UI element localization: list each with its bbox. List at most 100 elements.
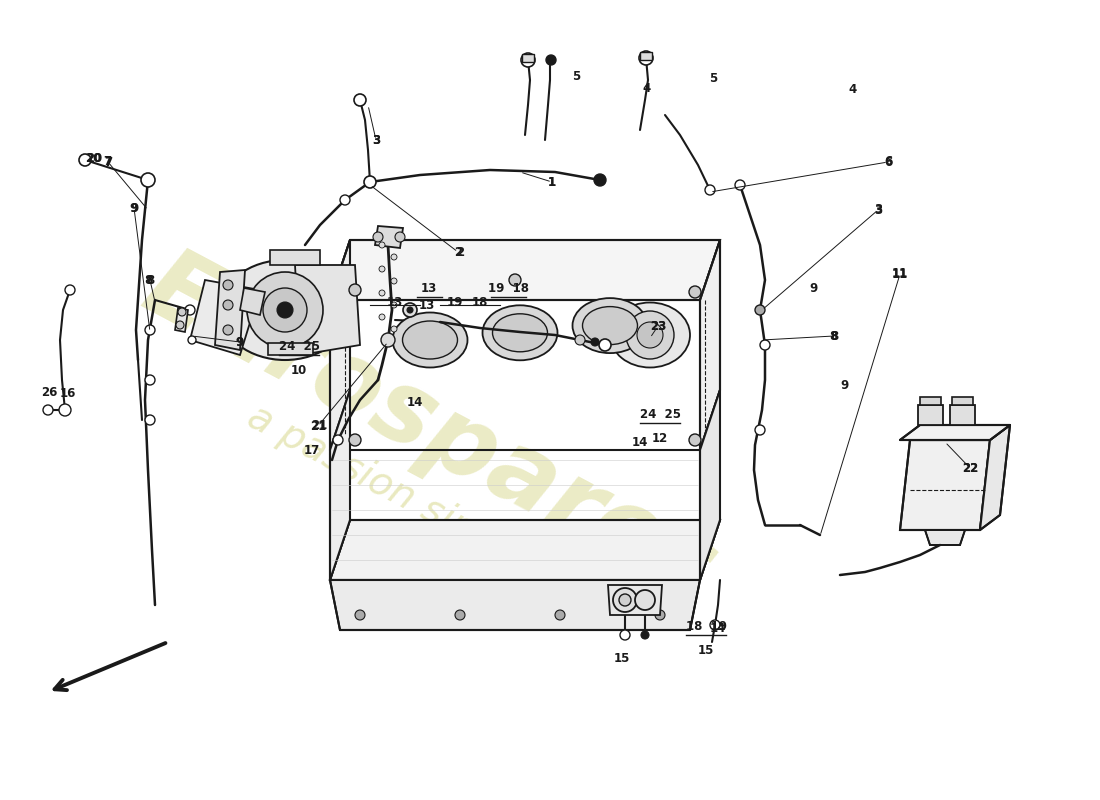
Polygon shape: [700, 390, 720, 580]
Circle shape: [594, 174, 606, 186]
Circle shape: [176, 321, 184, 329]
Text: 9: 9: [235, 336, 244, 349]
Circle shape: [760, 340, 770, 350]
Circle shape: [145, 415, 155, 425]
Circle shape: [390, 254, 397, 260]
Circle shape: [390, 278, 397, 284]
Circle shape: [277, 302, 293, 318]
Polygon shape: [330, 390, 350, 580]
Circle shape: [349, 284, 361, 296]
Circle shape: [355, 610, 365, 620]
Text: 1: 1: [548, 175, 557, 189]
Circle shape: [591, 338, 600, 346]
Text: 13: 13: [419, 299, 435, 312]
Circle shape: [390, 326, 397, 332]
Circle shape: [403, 303, 417, 317]
Bar: [522, 54, 534, 62]
Text: 8: 8: [146, 274, 154, 286]
Text: 7: 7: [103, 155, 112, 169]
Circle shape: [755, 305, 764, 315]
Circle shape: [635, 590, 654, 610]
Polygon shape: [375, 226, 403, 248]
Circle shape: [248, 272, 323, 348]
Circle shape: [641, 631, 649, 639]
Text: 12: 12: [652, 432, 668, 446]
Text: 21: 21: [311, 419, 327, 432]
Circle shape: [710, 620, 720, 630]
Ellipse shape: [403, 321, 458, 359]
Circle shape: [263, 288, 307, 332]
Text: Eurospares: Eurospares: [128, 238, 733, 622]
Circle shape: [556, 610, 565, 620]
Circle shape: [223, 300, 233, 310]
Circle shape: [349, 434, 361, 446]
Circle shape: [639, 51, 653, 65]
Text: 17: 17: [304, 443, 320, 457]
Circle shape: [626, 311, 674, 359]
Ellipse shape: [572, 298, 648, 353]
Text: 14: 14: [407, 395, 424, 409]
Text: 22: 22: [962, 462, 978, 474]
Bar: [270, 250, 320, 265]
Polygon shape: [925, 530, 965, 545]
Text: 15: 15: [614, 651, 630, 665]
Text: 14: 14: [710, 622, 726, 634]
Text: 16: 16: [60, 387, 76, 400]
Circle shape: [705, 185, 715, 195]
Text: 20: 20: [86, 152, 101, 165]
Bar: [950, 405, 975, 425]
Polygon shape: [980, 425, 1010, 530]
Text: 6: 6: [884, 155, 893, 168]
Text: 3: 3: [372, 134, 381, 146]
Circle shape: [637, 322, 663, 348]
Polygon shape: [214, 270, 245, 350]
Bar: [920, 397, 940, 405]
Circle shape: [509, 274, 521, 286]
Text: 20: 20: [86, 151, 102, 165]
Circle shape: [65, 285, 75, 295]
Polygon shape: [330, 240, 350, 450]
Text: 23: 23: [650, 319, 667, 333]
Text: 4: 4: [642, 82, 651, 94]
Text: 5: 5: [708, 72, 717, 85]
Text: 13: 13: [421, 282, 437, 295]
Ellipse shape: [610, 302, 690, 367]
Circle shape: [379, 266, 385, 272]
Circle shape: [379, 314, 385, 320]
Circle shape: [185, 305, 195, 315]
Ellipse shape: [220, 260, 350, 360]
Circle shape: [619, 594, 631, 606]
Text: 8: 8: [829, 330, 838, 342]
Polygon shape: [608, 585, 662, 615]
Circle shape: [455, 610, 465, 620]
Text: 21: 21: [310, 419, 326, 433]
Text: 9: 9: [810, 282, 818, 294]
Bar: [918, 405, 943, 425]
Text: 9: 9: [130, 202, 139, 214]
Text: 1: 1: [548, 176, 557, 189]
Circle shape: [141, 173, 155, 187]
Text: 14: 14: [631, 435, 648, 449]
Polygon shape: [700, 240, 720, 450]
Circle shape: [521, 53, 535, 67]
Circle shape: [689, 434, 701, 446]
Circle shape: [333, 435, 343, 445]
Text: 10: 10: [292, 363, 307, 377]
Text: 7: 7: [103, 155, 112, 168]
Text: 11: 11: [892, 267, 907, 280]
Circle shape: [145, 375, 155, 385]
Circle shape: [755, 425, 764, 435]
Text: 2: 2: [455, 246, 464, 258]
Circle shape: [407, 307, 412, 313]
Text: 5: 5: [572, 70, 581, 82]
Polygon shape: [900, 440, 990, 530]
Circle shape: [381, 333, 395, 347]
Text: 9: 9: [130, 202, 139, 214]
Text: 24  25: 24 25: [639, 408, 681, 422]
Circle shape: [689, 286, 701, 298]
Polygon shape: [190, 280, 260, 355]
Text: 13: 13: [387, 295, 403, 309]
Circle shape: [654, 610, 666, 620]
Circle shape: [43, 405, 53, 415]
Text: 3: 3: [873, 203, 882, 216]
